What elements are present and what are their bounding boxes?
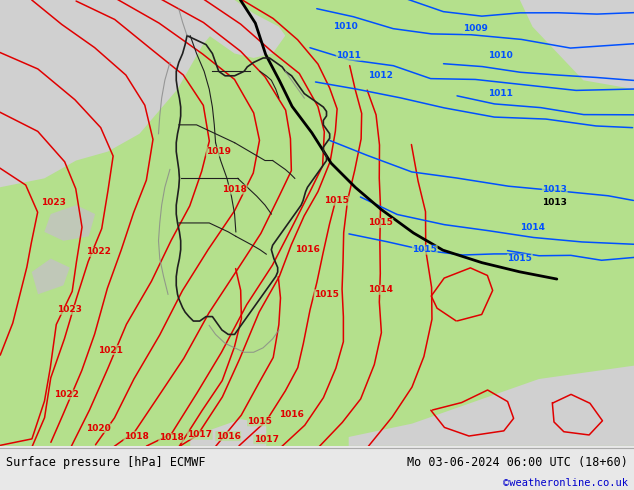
Text: 1016: 1016 xyxy=(216,432,241,441)
Text: 1023: 1023 xyxy=(57,305,82,315)
Polygon shape xyxy=(190,419,266,446)
Text: 1013: 1013 xyxy=(542,198,567,207)
Text: 1020: 1020 xyxy=(86,423,111,433)
Text: 1022: 1022 xyxy=(86,247,111,256)
Polygon shape xyxy=(520,0,634,89)
Text: 1011: 1011 xyxy=(336,51,361,60)
Text: Mo 03-06-2024 06:00 UTC (18+60): Mo 03-06-2024 06:00 UTC (18+60) xyxy=(407,456,628,469)
Text: 1015: 1015 xyxy=(314,290,339,299)
Text: 1017: 1017 xyxy=(254,435,279,444)
Text: 1010: 1010 xyxy=(488,51,514,60)
Polygon shape xyxy=(349,366,634,446)
Text: 1011: 1011 xyxy=(488,89,514,98)
Polygon shape xyxy=(0,0,235,187)
Text: 1009: 1009 xyxy=(463,24,488,33)
Text: 1014: 1014 xyxy=(368,285,393,294)
Polygon shape xyxy=(32,259,70,294)
Text: 1021: 1021 xyxy=(98,345,124,355)
Text: ©weatheronline.co.uk: ©weatheronline.co.uk xyxy=(503,478,628,489)
Text: 1022: 1022 xyxy=(54,390,79,399)
Text: Surface pressure [hPa] ECMWF: Surface pressure [hPa] ECMWF xyxy=(6,456,206,469)
Text: 1015: 1015 xyxy=(507,254,533,263)
Text: 1015: 1015 xyxy=(368,219,393,227)
Text: 1015: 1015 xyxy=(323,196,349,205)
Text: 1016: 1016 xyxy=(295,245,320,254)
Text: 1019: 1019 xyxy=(206,147,231,156)
Text: 1014: 1014 xyxy=(520,223,545,232)
Polygon shape xyxy=(190,0,285,58)
Text: 1015: 1015 xyxy=(412,245,437,254)
Text: 1010: 1010 xyxy=(333,22,358,31)
Text: 1016: 1016 xyxy=(279,410,304,419)
Text: 1018: 1018 xyxy=(158,433,184,442)
Text: 1013: 1013 xyxy=(542,185,567,194)
Text: 1017: 1017 xyxy=(187,430,212,439)
Text: 1023: 1023 xyxy=(41,198,67,207)
Text: 1018: 1018 xyxy=(222,185,247,194)
Text: 1012: 1012 xyxy=(368,72,393,80)
Text: 1015: 1015 xyxy=(247,417,273,426)
Polygon shape xyxy=(44,205,95,241)
Text: 1018: 1018 xyxy=(124,432,149,441)
